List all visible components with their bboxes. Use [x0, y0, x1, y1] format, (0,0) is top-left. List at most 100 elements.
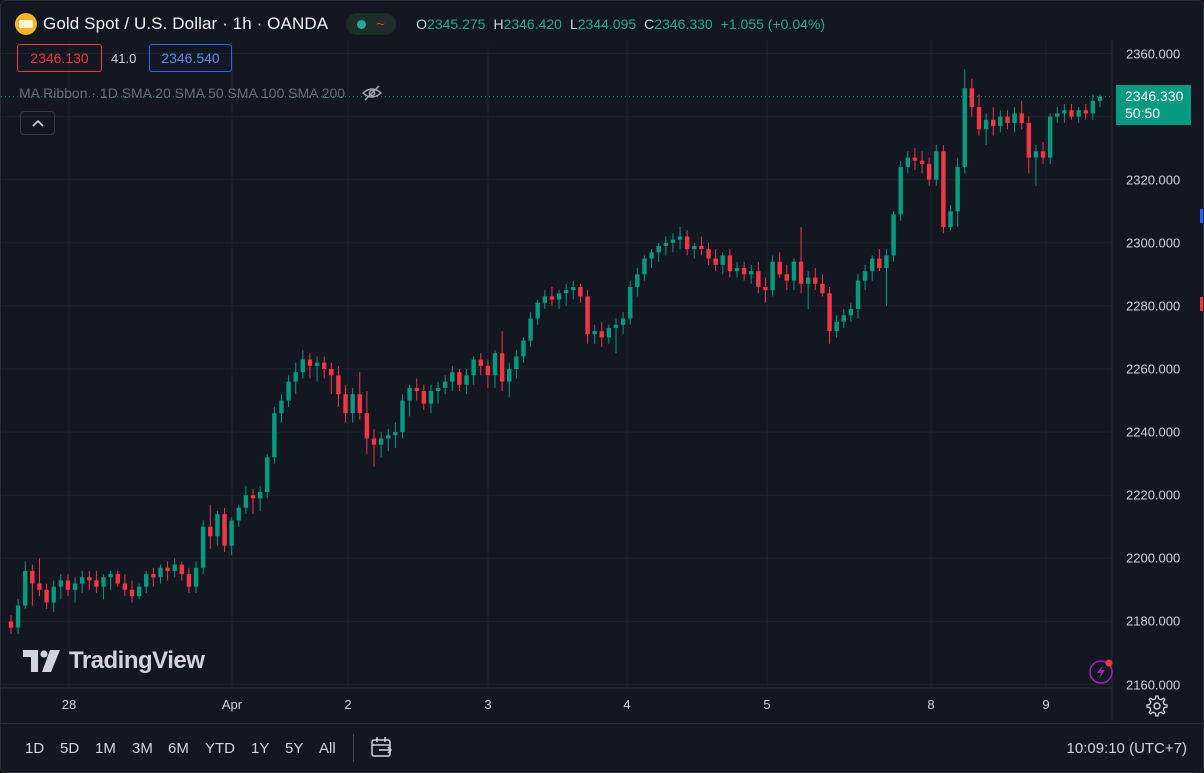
range-1d-button[interactable]: 1D [25, 740, 45, 757]
candle-body [542, 296, 548, 303]
open-value: 2345.275 [427, 16, 486, 32]
range-5y-button[interactable]: 5Y [285, 740, 304, 757]
candle-body [585, 296, 590, 335]
candle-body [321, 362, 327, 369]
buy-price-button[interactable]: 2346.540 [149, 44, 232, 72]
candle-body [635, 274, 640, 287]
candle-body [912, 157, 918, 161]
candle-body [314, 362, 320, 366]
candle-body [435, 387, 441, 392]
timezone-clock[interactable]: 10:09:10 (UTC+7) [1066, 740, 1187, 757]
range-6m-button[interactable]: 6M [168, 740, 189, 757]
candle-body [23, 570, 28, 606]
candle-body [741, 268, 747, 275]
candle-body [378, 438, 384, 445]
candle-body [58, 580, 64, 587]
wave-icon: ~ [376, 15, 386, 33]
candle-body [642, 258, 647, 275]
candle-body [407, 387, 412, 401]
candle-body [485, 365, 491, 376]
candle-body [734, 268, 740, 272]
candle-body [877, 258, 882, 269]
candle-body [884, 255, 889, 269]
range-all-button[interactable]: All [319, 740, 336, 757]
candle-body [521, 340, 526, 357]
candle-body [663, 242, 669, 246]
market-status-indicator[interactable]: ~ [346, 13, 397, 35]
candle-body [827, 293, 832, 332]
candle-body [628, 286, 633, 319]
y-tick-label: 2180.000 [1126, 613, 1181, 629]
date-range-calendar-icon[interactable] [370, 736, 394, 758]
candle-body [777, 261, 782, 275]
candle-body [208, 526, 213, 537]
range-1m-button[interactable]: 1M [95, 740, 116, 757]
candle-body [236, 507, 241, 521]
candle-body [193, 567, 199, 587]
candle-body [770, 261, 775, 291]
candle-body [200, 526, 206, 568]
candle-body [414, 387, 419, 392]
candle-body [791, 261, 797, 281]
sell-price-button[interactable]: 2346.130 [17, 44, 102, 72]
market-open-dot-icon [357, 19, 367, 29]
x-tick-label: 3 [484, 697, 492, 712]
candle-body [1047, 116, 1053, 158]
candle-body [528, 318, 533, 341]
hidden-eye-icon[interactable] [361, 85, 383, 101]
y-tick-label: 2160.000 [1126, 677, 1181, 692]
candle-body [464, 375, 469, 385]
candle-body [158, 567, 163, 578]
y-tick-label: 2200.000 [1126, 550, 1181, 566]
candle-body [293, 372, 298, 382]
candle-body [122, 583, 128, 590]
buy-level-edge-marker [1200, 209, 1203, 223]
range-3m-button[interactable]: 3M [132, 740, 153, 757]
lightning-alert-icon[interactable] [1088, 657, 1116, 685]
candle-body [15, 605, 21, 628]
y-tick-label: 2220.000 [1126, 487, 1181, 503]
gear-icon[interactable] [1146, 695, 1168, 717]
candle-body [307, 359, 313, 366]
close-value: 2346.330 [654, 16, 713, 32]
indicator-legend[interactable]: MA Ribbon · 1D SMA 20 SMA 50 SMA 100 SMA… [19, 85, 383, 101]
candle-body [79, 577, 85, 584]
candle-body [343, 394, 348, 414]
ohlc-values: O2345.275 H2346.420 L2344.095 C2346.330 … [416, 16, 825, 32]
candle-body [962, 88, 967, 168]
candle-body [563, 290, 569, 294]
candle-body [492, 353, 498, 376]
candle-body [1069, 110, 1074, 117]
range-1y-button[interactable]: 1Y [251, 740, 270, 757]
open-key: O [416, 16, 428, 32]
candle-body [898, 167, 903, 215]
range-ytd-button[interactable]: YTD [205, 740, 235, 757]
candle-body [144, 574, 149, 587]
range-5d-button[interactable]: 5D [60, 740, 80, 757]
y-tick-label: 2260.000 [1126, 361, 1181, 377]
candle-body [400, 400, 405, 433]
candle-body [998, 116, 1003, 127]
candle-body [727, 255, 733, 272]
candle-body [926, 163, 932, 180]
candle-body [820, 283, 825, 294]
candle-body [421, 391, 427, 404]
candle-body [44, 589, 49, 603]
candle-body [983, 119, 989, 130]
candle-body [620, 318, 626, 325]
collapse-legend-button[interactable] [20, 111, 55, 135]
tradingview-watermark: TradingView [23, 647, 205, 675]
candle-body [129, 589, 135, 597]
candle-body [1076, 110, 1081, 117]
candle-body [471, 359, 476, 376]
y-tick-label: 2240.000 [1126, 424, 1181, 440]
candle-body [1083, 110, 1088, 114]
symbol-title[interactable]: Gold Spot / U.S. Dollar · 1h · OANDA [43, 14, 329, 33]
candle-body [393, 432, 398, 436]
bottom-toolbar: 1D 5D 1M 3M 6M YTD 1Y 5Y All 10:09:10 (U… [1, 723, 1203, 772]
candle-body [8, 621, 14, 628]
candle-body [1012, 113, 1017, 123]
candle-body [1005, 116, 1010, 123]
